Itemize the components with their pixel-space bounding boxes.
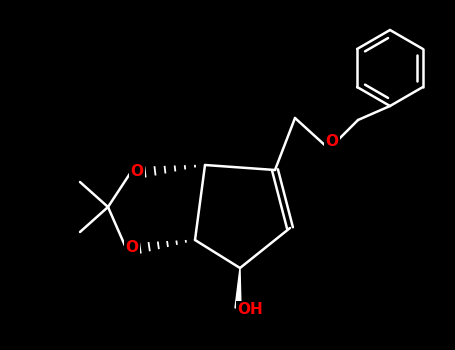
Text: O: O	[131, 164, 143, 180]
Text: O: O	[325, 134, 339, 149]
Polygon shape	[235, 268, 241, 308]
Text: OH: OH	[237, 302, 263, 317]
Text: O: O	[126, 240, 138, 256]
